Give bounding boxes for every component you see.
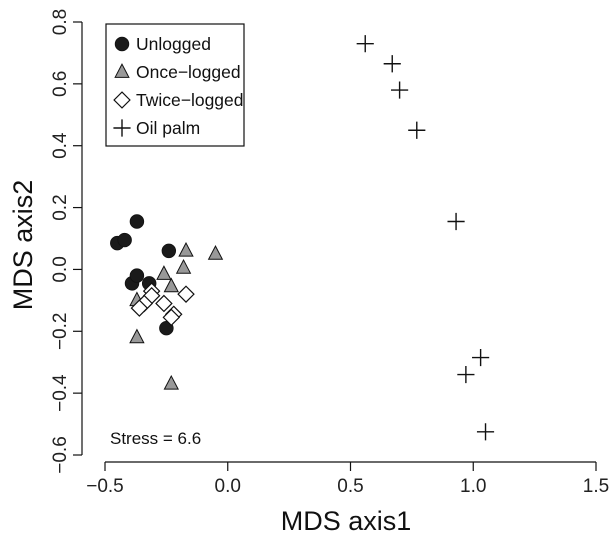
legend-marker: [114, 36, 130, 52]
data-point: [117, 232, 132, 248]
stress-annotation: Stress = 6.6: [110, 429, 201, 448]
data-point: [130, 299, 149, 317]
data-point: [129, 214, 145, 229]
y-tick-label: 0.0: [50, 256, 71, 282]
legend-label: Once−logged: [136, 62, 241, 82]
x-tick-label: −0.5: [86, 476, 124, 497]
x-axis-title: MDS axis1: [281, 506, 412, 536]
y-tick-label: −0.2: [50, 313, 71, 351]
x-tick-label: 0.5: [337, 476, 363, 497]
legend-label: Twice−logged: [136, 90, 244, 110]
data-point: [408, 121, 426, 139]
data-point: [156, 265, 172, 280]
data-point: [177, 285, 195, 303]
y-tick-label: −0.6: [50, 436, 71, 474]
data-point: [472, 348, 490, 367]
data-point: [162, 308, 181, 327]
data-point: [159, 320, 174, 336]
data-point: [391, 81, 409, 99]
axes: −0.5 0.0 0.5 1.0 1.5 −0.6 −0.4 −0.2 0.0 0.2 0.4 0.6…: [50, 9, 609, 497]
data-point: [175, 258, 192, 274]
data-point: [476, 423, 495, 441]
y-tick-label: 0.2: [50, 194, 71, 220]
legend-marker: [113, 91, 131, 109]
x-tick-label: 1.0: [460, 476, 486, 497]
data-point: [161, 243, 177, 259]
y-axis-title: MDS axis2: [8, 180, 38, 311]
data-point: [129, 268, 145, 283]
data-point: [356, 35, 374, 53]
data-point: [155, 294, 173, 313]
data-point: [447, 212, 465, 231]
legend: Unlogged Once−logged Twice−logged Oil palm: [105, 23, 245, 147]
data-point: [178, 241, 194, 257]
data-point: [163, 374, 179, 390]
legend-label: Oil palm: [136, 118, 200, 138]
y-tick-label: 0.4: [50, 132, 71, 159]
y-tick-label: 0.6: [50, 71, 71, 97]
legend-label: Unlogged: [136, 34, 211, 54]
data-points: [110, 35, 495, 441]
y-tick-label: −0.4: [50, 374, 71, 412]
data-point: [129, 328, 145, 344]
data-point: [457, 366, 475, 384]
legend-marker: [114, 63, 130, 78]
y-tick-label: 0.8: [50, 9, 71, 35]
x-tick-label: 1.5: [583, 476, 609, 497]
data-point: [207, 245, 224, 260]
data-point: [163, 277, 179, 293]
x-tick-label: 0.0: [215, 476, 241, 497]
legend-marker: [113, 119, 131, 137]
data-point: [383, 55, 401, 73]
